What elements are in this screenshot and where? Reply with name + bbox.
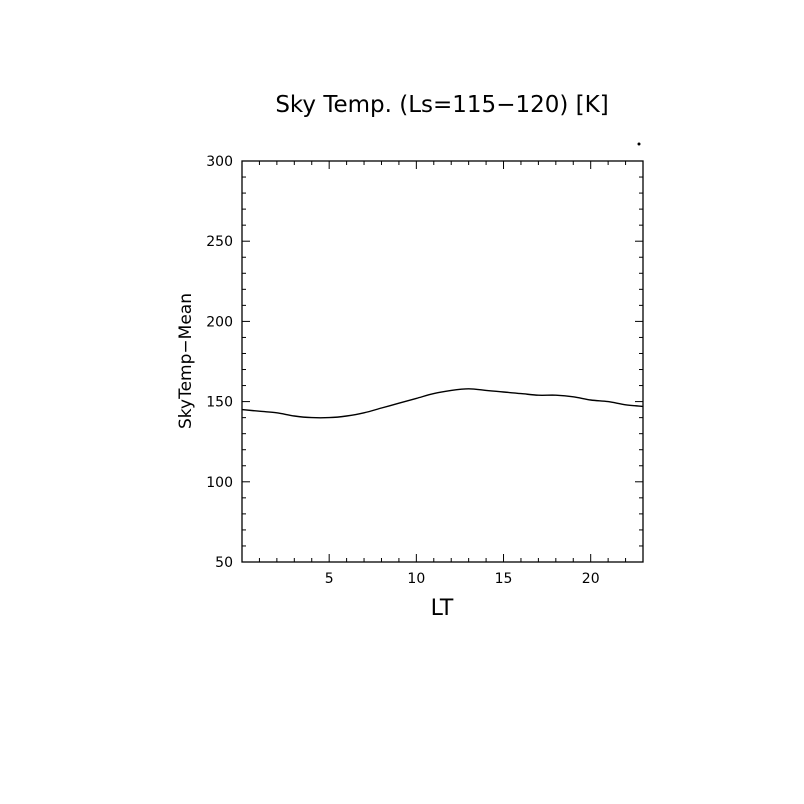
corner-dot [637,142,641,146]
x-tick-label: 20 [582,571,600,587]
plot-frame [241,160,644,563]
x-tick-label: 10 [407,571,425,587]
y-tick-label: 150 [206,395,233,411]
y-tick-label: 250 [206,234,233,250]
y-axis-ticks: 50 100 150 200 250 300 [206,154,643,571]
y-tick-label: 300 [206,154,233,170]
x-axis-label: LT [431,596,454,621]
x-axis-ticks: 5 10 15 20 [241,161,644,587]
x-tick-label: 15 [495,571,513,587]
x-tick-label: 5 [325,571,334,587]
chart-title: Sky Temp. (Ls=115−120) [K] [275,92,608,118]
y-axis-label: SkyTemp−Mean [176,293,196,429]
y-tick-label: 200 [206,314,233,330]
series-line [241,388,644,419]
y-tick-label: 100 [206,475,233,491]
y-tick-label: 50 [215,555,233,571]
